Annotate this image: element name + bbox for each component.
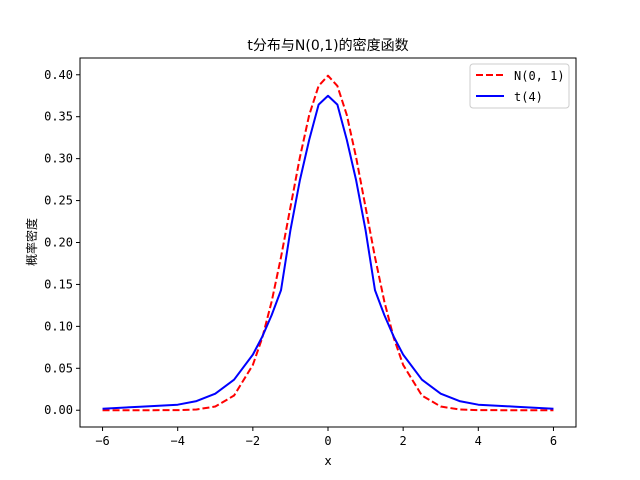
x-tick-label: 2 (400, 434, 407, 448)
legend: N(0, 1) t(4) (469, 63, 570, 109)
series-layer (102, 74, 554, 412)
y-tick-label: 0.20 (44, 236, 73, 250)
legend-label-normal: N(0, 1) (514, 69, 565, 83)
y-tick-label: 0.40 (44, 68, 73, 82)
x-tick-label: −2 (246, 434, 260, 448)
y-tick-label: 0.25 (44, 194, 73, 208)
y-tick-label: 0.10 (44, 319, 73, 333)
x-tick-label: 4 (475, 434, 482, 448)
x-axis-label: x (324, 454, 331, 468)
x-tick-label: 0 (324, 434, 331, 448)
y-axis-label: 概率密度 (24, 218, 39, 266)
legend-label-t4: t(4) (514, 90, 543, 104)
series-line-0 (102, 74, 554, 412)
series-line-1 (102, 94, 554, 410)
x-tick-label: −4 (170, 434, 184, 448)
y-tick-label: 0.35 (44, 110, 73, 124)
y-tick-label: 0.05 (44, 361, 73, 375)
ticks-layer: −6 −4 −2 0 2 4 6 0.00 0.05 0.10 0.15 0.20 0.25 0.30 0.… (44, 68, 557, 448)
chart-title: t分布与N(0,1)的密度函数 (247, 37, 408, 54)
y-tick-label: 0.30 (44, 152, 73, 166)
y-tick-label: 0.15 (44, 277, 73, 291)
y-tick-label: 0.00 (44, 403, 73, 417)
x-tick-label: 6 (550, 434, 557, 448)
plot-frame (79, 57, 577, 428)
x-tick-label: −6 (95, 434, 109, 448)
